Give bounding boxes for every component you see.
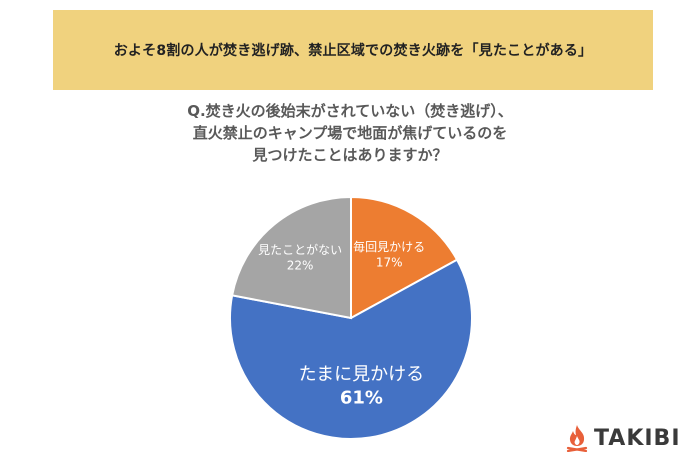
slice-label-3: 見たことがない <box>258 242 342 257</box>
question-line-2: 直火禁止のキャンプ場で地面が焦げているのを <box>192 124 508 142</box>
flame-icon <box>566 425 588 452</box>
slice-value-1: 17% <box>376 256 403 270</box>
slice-value-2: 61% <box>340 388 383 409</box>
question-line-1: Q.焚き火の後始末がされていない（焚き逃げ）、 <box>187 102 513 120</box>
slice-label-1: 毎回見かける <box>353 239 425 254</box>
takibi-logo: TAKIBI <box>564 424 681 452</box>
chart-question: Q.焚き火の後始末がされていない（焚き逃げ）、 直火禁止のキャンプ場で地面が焦げ… <box>0 100 700 166</box>
logo-text: TAKIBI <box>594 425 681 451</box>
banner-title: およそ8割の人が焚き逃げ跡、禁止区域での焚き火跡を「見たことがある」 <box>113 43 593 59</box>
pie-slice-1 <box>350 195 459 320</box>
slice-label-2: たまに見かける <box>299 364 424 385</box>
question-line-3: 見つけたことはありますか？ <box>252 146 448 164</box>
header-banner: およそ8割の人が焚き逃げ跡、禁止区域での焚き火跡を「見たことがある」 <box>53 10 653 90</box>
pie-slice-3 <box>230 195 352 320</box>
slice-value-3: 22% <box>287 259 314 273</box>
pie-slice-2 <box>229 258 473 440</box>
